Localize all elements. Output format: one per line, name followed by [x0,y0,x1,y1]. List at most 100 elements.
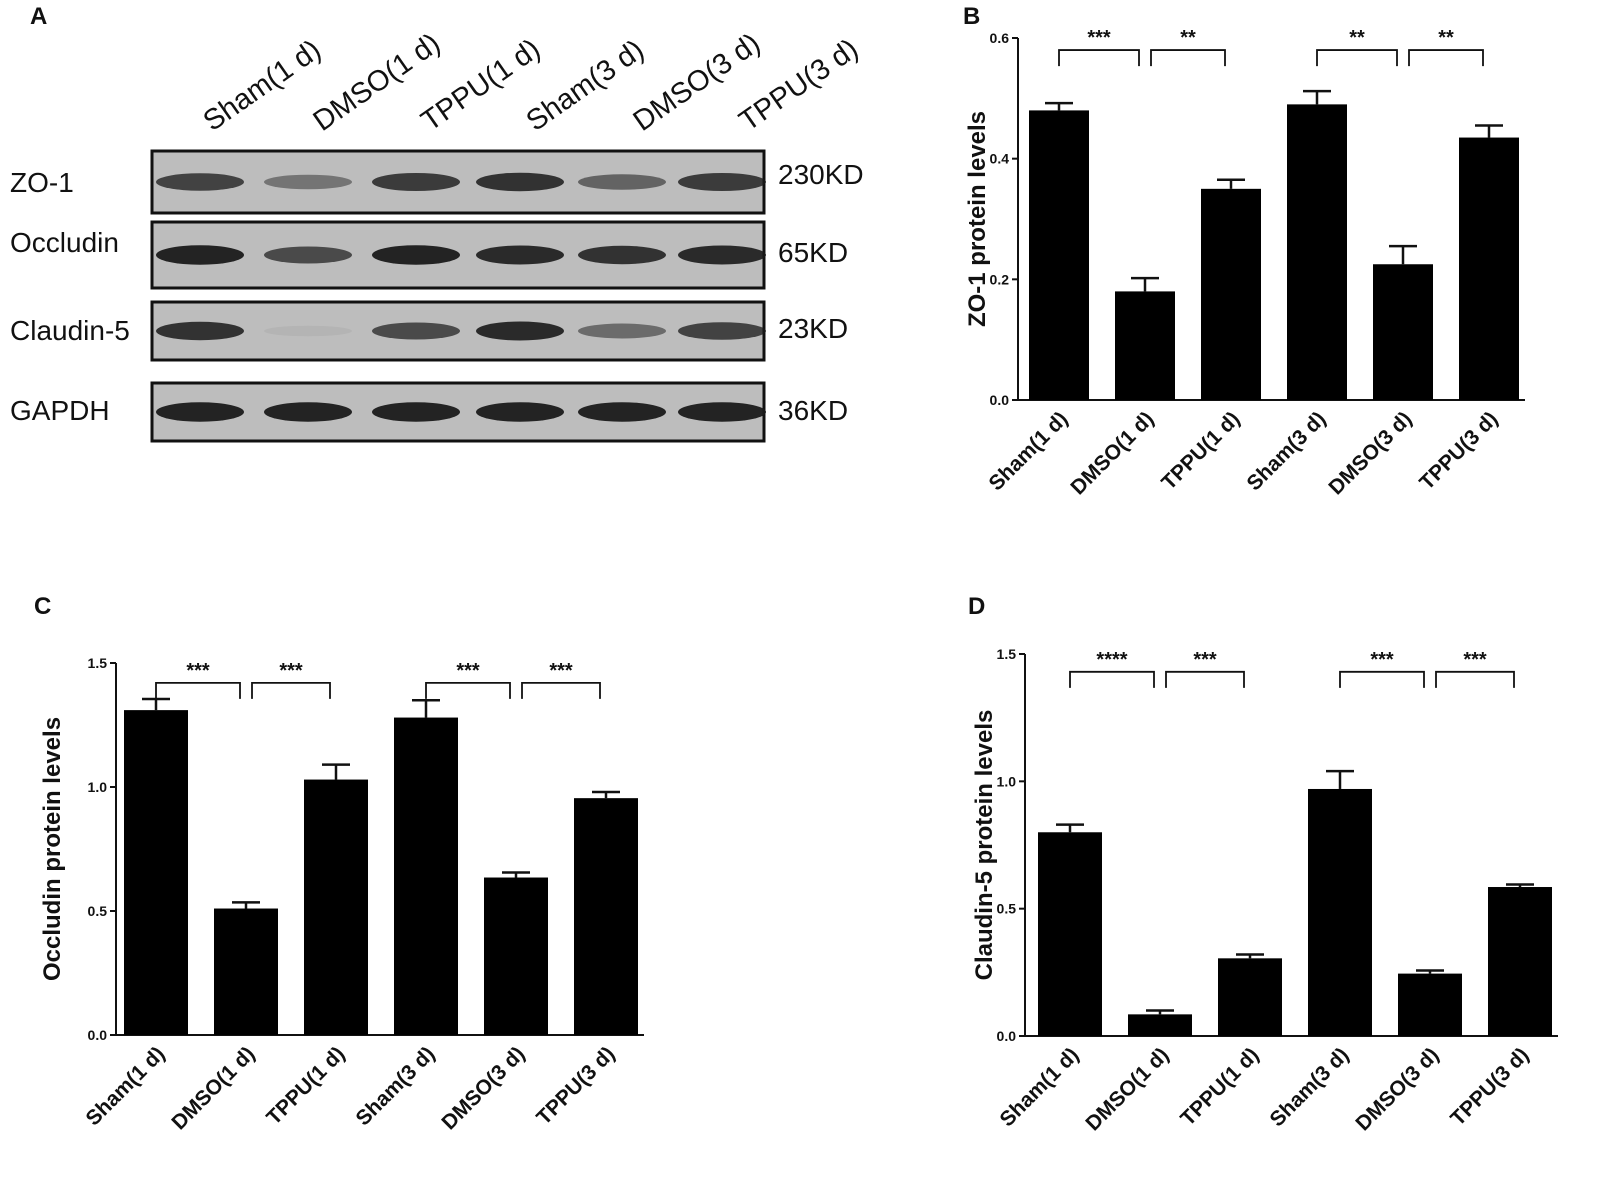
blot-rows: ZO-1 230KD Occludin 65KD Claudin-5 23KD GAPDH 3… [10,149,864,443]
blot-band [264,174,352,190]
bar [1029,110,1089,401]
y-tick-label: 1.5 [88,655,108,671]
blot-band [678,322,766,340]
significance-bracket: *** [425,660,511,699]
chart-occludin: 0.0 0.5 1.0 1.5 Occludin protein levels Sham(… [39,655,644,1134]
significance-label: *** [549,660,573,682]
panel-letter-d: D [968,593,985,620]
x-tick-label: DMSO(3 d) [437,1042,529,1134]
bar [1115,291,1175,400]
blot-band [264,325,352,337]
y-tick-label: 0.0 [88,1027,108,1043]
protein-label: Occludin [10,227,119,258]
panel-letter-c: C [34,593,51,620]
y-axis-label: Occludin protein levels [39,717,66,981]
significance-label: *** [1193,649,1217,671]
x-tick-label: DMSO(1 d) [1081,1043,1173,1135]
blot-row: Occludin 65KD [10,220,848,290]
y-tick-label: 0.5 [997,901,1017,917]
bar [484,877,548,1035]
blot-band [156,321,244,341]
bar [1128,1014,1192,1036]
blot-band [372,173,460,191]
blot-band [578,323,666,339]
panel-letter-a: A [30,3,47,30]
lane-labels: Sham(1 d)DMSO(1 d)TPPU(1 d)Sham(3 d)DMSO… [198,27,865,137]
bar [1459,137,1519,401]
x-tick-label: TPPU(3 d) [1415,407,1502,494]
x-tick-label: DMSO(1 d) [1066,407,1158,499]
blot-band [156,173,244,191]
chart-claudin5: 0.0 0.5 1.0 1.5 Claudin-5 protein levels Sham… [971,646,1558,1135]
blot-band [578,402,666,422]
x-tick-label: TPPU(1 d) [1176,1043,1263,1130]
significance-bracket: *** [1339,649,1425,688]
blot-band [476,172,564,192]
bar [1201,188,1261,400]
blot-band [476,245,564,265]
bar [1398,973,1462,1036]
significance-bracket: *** [155,660,241,699]
blot-band [678,402,766,422]
x-tick-label: TPPU(1 d) [262,1042,349,1129]
x-tick-label: Sham(1 d) [995,1043,1083,1131]
bar [1038,832,1102,1036]
blot-band [578,245,666,265]
significance-label: *** [1370,649,1394,671]
protein-label: ZO-1 [10,167,74,198]
y-tick-label: 0.6 [990,30,1010,46]
significance-bracket: *** [521,660,601,699]
molecular-weight-label: 65KD [778,237,848,268]
significance-label: ** [1349,27,1365,49]
y-axis-label: Claudin-5 protein levels [971,710,998,981]
bar [574,798,638,1035]
significance-label: *** [1463,649,1487,671]
blot-band [678,245,766,265]
x-tick-label: DMSO(3 d) [1324,407,1416,499]
x-tick-label: Sham(1 d) [81,1042,169,1130]
bar [1488,887,1552,1036]
significance-label: ** [1180,27,1196,49]
x-tick-label: DMSO(1 d) [167,1042,259,1134]
blot-band [372,322,460,340]
chart-zo1: 0.0 0.2 0.4 0.6 ZO-1 protein levels Sham(1 d)… [964,27,1525,499]
x-tick-label: TPPU(3 d) [1446,1043,1533,1130]
bar [1308,788,1372,1036]
bar [124,710,188,1035]
panel-letter-b: B [963,3,980,30]
significance-bracket: *** [1435,649,1515,688]
molecular-weight-label: 23KD [778,313,848,344]
significance-bracket: ** [1408,27,1484,67]
blot-band [372,245,460,265]
significance-bracket: ** [1316,27,1398,67]
y-tick-label: 0.0 [990,392,1010,408]
significance-label: *** [1087,27,1111,49]
bar [304,779,368,1035]
blot-row: Claudin-5 23KD [10,300,848,362]
y-tick-label: 0.2 [990,271,1010,287]
significance-bracket: *** [1165,649,1245,688]
blot-band [264,402,352,422]
bar [1287,104,1347,400]
lane-label: Sham(3 d) [521,34,650,138]
bar [214,908,278,1035]
protein-label: Claudin-5 [10,315,130,346]
blot-row: GAPDH 36KD [10,381,848,443]
blot-band [476,402,564,422]
bar [1218,958,1282,1036]
y-tick-label: 1.5 [997,646,1017,662]
panel-a-western-blot: A Sham(1 d)DMSO(1 d)TPPU(1 d)Sham(3 d)DM… [10,3,865,443]
y-axis-label: ZO-1 protein levels [964,111,991,327]
x-tick-label: Sham(3 d) [1265,1043,1353,1131]
y-tick-label: 1.0 [997,773,1017,789]
blot-band [578,174,666,190]
x-tick-label: Sham(3 d) [1242,407,1330,495]
blot-band [372,402,460,422]
molecular-weight-label: 36KD [778,395,848,426]
protein-label: GAPDH [10,395,110,426]
x-tick-label: TPPU(1 d) [1157,407,1244,494]
bar [1373,264,1433,400]
y-tick-label: 0.4 [990,151,1010,167]
significance-label: ** [1438,27,1454,49]
